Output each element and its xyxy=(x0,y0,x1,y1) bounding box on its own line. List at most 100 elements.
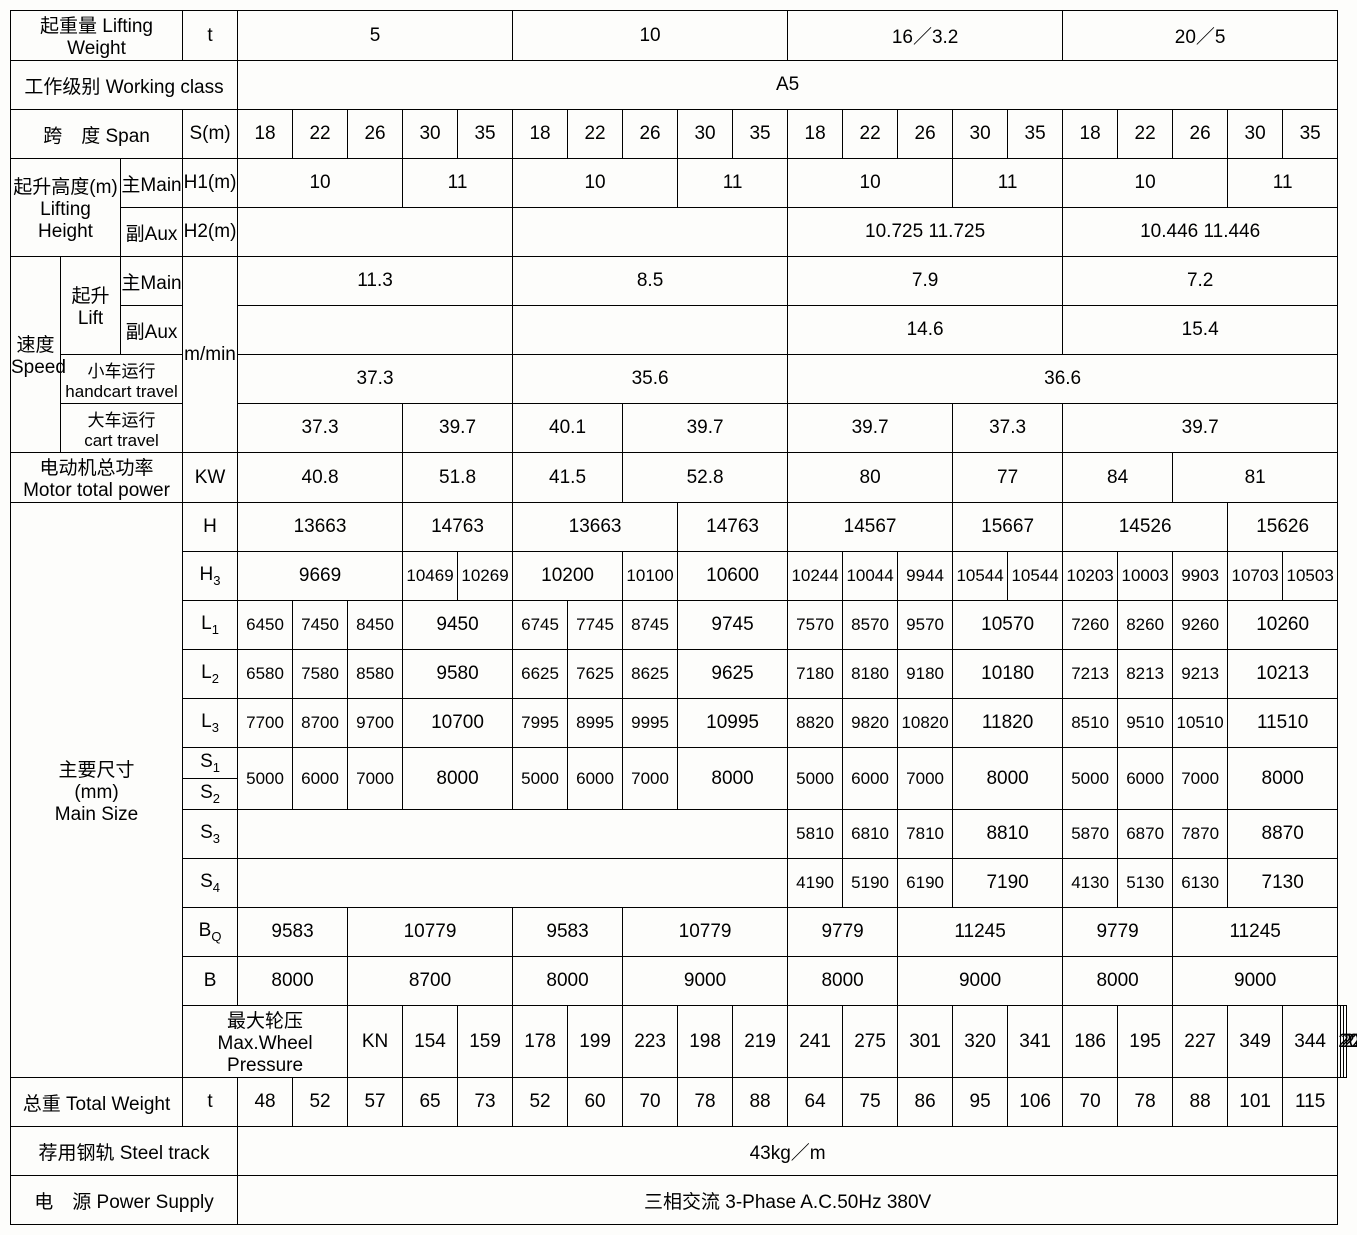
wheel-12: 186 xyxy=(1063,1006,1118,1078)
h1-a10: 10 xyxy=(238,159,403,208)
label-main: 主Main xyxy=(121,159,183,208)
weight-7: 70 xyxy=(623,1078,678,1127)
label-aux: 副Aux xyxy=(121,208,183,257)
H3-b3: 10600 xyxy=(678,552,788,601)
span-7: 26 xyxy=(623,110,678,159)
weight-12: 86 xyxy=(898,1078,953,1127)
weight-5: 52 xyxy=(513,1078,568,1127)
L2-b3: 8625 xyxy=(623,650,678,699)
row-power: 电 源 Power Supply 三相交流 3-Phase A.C.50Hz 3… xyxy=(11,1176,1347,1225)
motor-d1: 84 xyxy=(1063,453,1173,503)
L2-b2: 7625 xyxy=(568,650,623,699)
label-lifting-weight: 起重量 Lifting Weight xyxy=(11,11,183,61)
H3-c1: 10244 xyxy=(788,552,843,601)
unit-kn: KN xyxy=(348,1006,403,1078)
h2-a xyxy=(238,208,513,257)
motor-d2: 81 xyxy=(1173,453,1338,503)
weight-1: 52 xyxy=(293,1078,348,1127)
handcart-cd: 36.6 xyxy=(788,355,1338,404)
wheel-9: 301 xyxy=(898,1006,953,1078)
span-11: 22 xyxy=(843,110,898,159)
wheel-7: 241 xyxy=(788,1006,843,1078)
handcart-a: 37.3 xyxy=(238,355,513,404)
BQ-b2: 10779 xyxy=(623,908,788,957)
handcart-b: 35.6 xyxy=(513,355,788,404)
h1-c11: 11 xyxy=(953,159,1063,208)
cart-c2: 37.3 xyxy=(953,404,1063,453)
L2-a3: 8580 xyxy=(348,650,403,699)
h1-a11: 11 xyxy=(403,159,513,208)
label-lift: 起升Lift xyxy=(61,257,121,355)
lift-main-b: 8.5 xyxy=(513,257,788,306)
L2-b1: 6625 xyxy=(513,650,568,699)
row-L1: L1 6450 7450 8450 9450 6745 7745 8745 97… xyxy=(11,601,1347,650)
L2-a1: 6580 xyxy=(238,650,293,699)
weight-11: 75 xyxy=(843,1078,898,1127)
row-working-class: 工作级别 Working class A5 xyxy=(11,61,1347,110)
L1-d2: 8260 xyxy=(1118,601,1173,650)
S4-d3: 6130 xyxy=(1173,859,1228,908)
lift-main-a: 11.3 xyxy=(238,257,513,306)
motor-a2: 51.8 xyxy=(403,453,513,503)
label-working-class: 工作级别 Working class xyxy=(11,61,238,110)
lift-main-c: 7.9 xyxy=(788,257,1063,306)
h2-c: 10.725 11.725 xyxy=(788,208,1063,257)
label-S2: S2 xyxy=(183,779,238,810)
S3-d3: 7870 xyxy=(1173,810,1228,859)
cart-b1: 40.1 xyxy=(513,404,623,453)
H-a2: 14763 xyxy=(403,503,513,552)
label-BQ: BQ xyxy=(183,908,238,957)
S12-b3: 7000 xyxy=(623,748,678,810)
label-mainsize: 主要尺寸(mm)Main Size xyxy=(11,503,183,1078)
S12-d4: 8000 xyxy=(1228,748,1338,810)
row-h1: 起升高度(m)Lifting Height 主Main H1(m) 10 11 … xyxy=(11,159,1347,208)
BQ-b1: 9583 xyxy=(513,908,623,957)
S12-d3: 7000 xyxy=(1173,748,1228,810)
row-lift-main: 速度Speed 起升Lift 主Main m/min 11.3 8.5 7.9 … xyxy=(11,257,1347,306)
span-6: 22 xyxy=(568,110,623,159)
H3-d4: 10703 xyxy=(1228,552,1283,601)
L3-d3: 10510 xyxy=(1173,699,1228,748)
span-17: 26 xyxy=(1173,110,1228,159)
label-L3: L3 xyxy=(183,699,238,748)
BQ-a1: 9583 xyxy=(238,908,348,957)
weight-4: 73 xyxy=(458,1078,513,1127)
L1-b4: 9745 xyxy=(678,601,788,650)
row-wheel: 最大轮压Max.Wheel Pressure KN 154 159 178 19… xyxy=(11,1006,1347,1078)
L2-d1: 7213 xyxy=(1063,650,1118,699)
label-S3: S3 xyxy=(183,810,238,859)
S4-c3: 6190 xyxy=(898,859,953,908)
row-H: 主要尺寸(mm)Main Size H 13663 14763 13663 14… xyxy=(11,503,1347,552)
wheel-19: 244 xyxy=(1344,1006,1347,1078)
L3-d2: 9510 xyxy=(1118,699,1173,748)
S3-c4: 8810 xyxy=(953,810,1063,859)
label-speed: 速度Speed xyxy=(11,257,61,453)
weight-3: 65 xyxy=(403,1078,458,1127)
L3-c2: 9820 xyxy=(843,699,898,748)
L3-d4: 11510 xyxy=(1228,699,1338,748)
L1-c1: 7570 xyxy=(788,601,843,650)
BQ-a2: 10779 xyxy=(348,908,513,957)
label-H: H xyxy=(183,503,238,552)
label-B: B xyxy=(183,957,238,1006)
L1-a3: 8450 xyxy=(348,601,403,650)
S3-c1: 5810 xyxy=(788,810,843,859)
h2-d: 10.446 11.446 xyxy=(1063,208,1338,257)
span-1: 22 xyxy=(293,110,348,159)
span-19: 35 xyxy=(1283,110,1338,159)
L3-b4: 10995 xyxy=(678,699,788,748)
S12-d1: 5000 xyxy=(1063,748,1118,810)
B-b2: 9000 xyxy=(623,957,788,1006)
S12-c2: 6000 xyxy=(843,748,898,810)
span-15: 18 xyxy=(1063,110,1118,159)
H3-d3: 9903 xyxy=(1173,552,1228,601)
L1-d4: 10260 xyxy=(1228,601,1338,650)
H3-c3: 9944 xyxy=(898,552,953,601)
H-c1: 14567 xyxy=(788,503,953,552)
L2-a2: 7580 xyxy=(293,650,348,699)
L3-a2: 8700 xyxy=(293,699,348,748)
label-handcart: 小车运行handcart travel xyxy=(61,355,183,404)
weight-10: 64 xyxy=(788,1078,843,1127)
val-w16: 16／3.2 xyxy=(788,11,1063,61)
L3-b3: 9995 xyxy=(623,699,678,748)
